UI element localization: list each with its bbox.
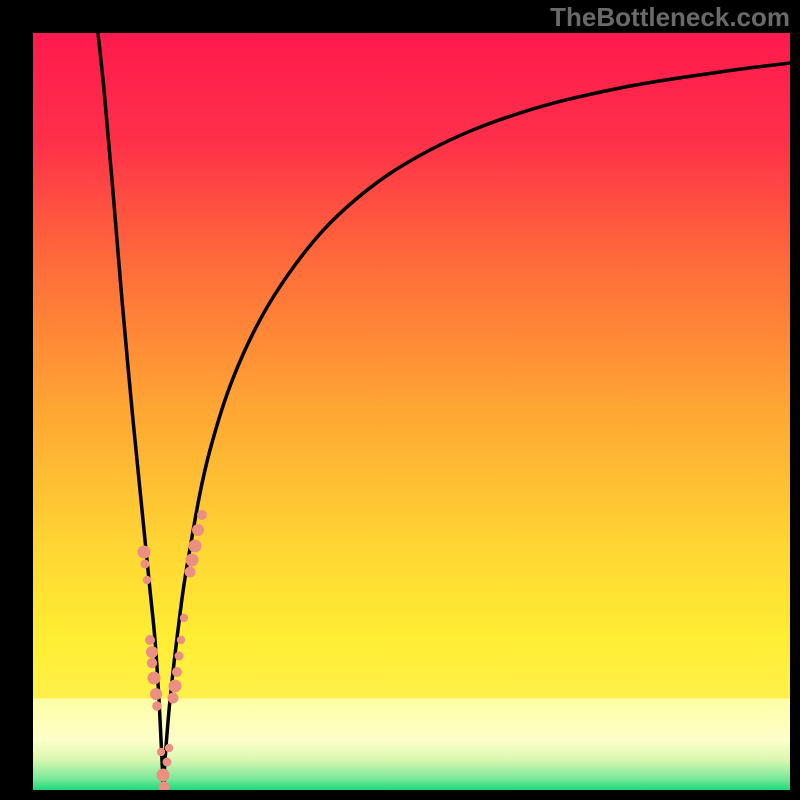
data-point [148, 672, 161, 685]
frame-bottom [0, 790, 800, 800]
data-point [186, 554, 199, 567]
data-point [147, 658, 157, 668]
data-point [146, 646, 158, 658]
data-point [177, 636, 185, 644]
data-point [141, 560, 150, 569]
bottleneck-curve [98, 33, 790, 788]
data-point [185, 567, 196, 578]
frame-left [0, 0, 33, 800]
data-point [163, 758, 172, 767]
data-point [138, 546, 151, 559]
data-point [192, 524, 204, 536]
data-point [180, 614, 188, 622]
data-point [172, 667, 182, 677]
data-point [168, 693, 179, 704]
data-point [197, 510, 207, 520]
data-point [145, 635, 155, 645]
frame-right [790, 0, 800, 800]
chart-svg [0, 0, 800, 800]
data-point [189, 540, 202, 553]
data-point [143, 576, 151, 584]
data-point [169, 680, 182, 693]
data-point [157, 748, 165, 756]
watermark: TheBottleneck.com [550, 2, 790, 33]
data-point [165, 744, 173, 752]
data-point [175, 652, 184, 661]
data-point [157, 769, 170, 782]
data-point [150, 688, 162, 700]
data-point [152, 701, 162, 711]
